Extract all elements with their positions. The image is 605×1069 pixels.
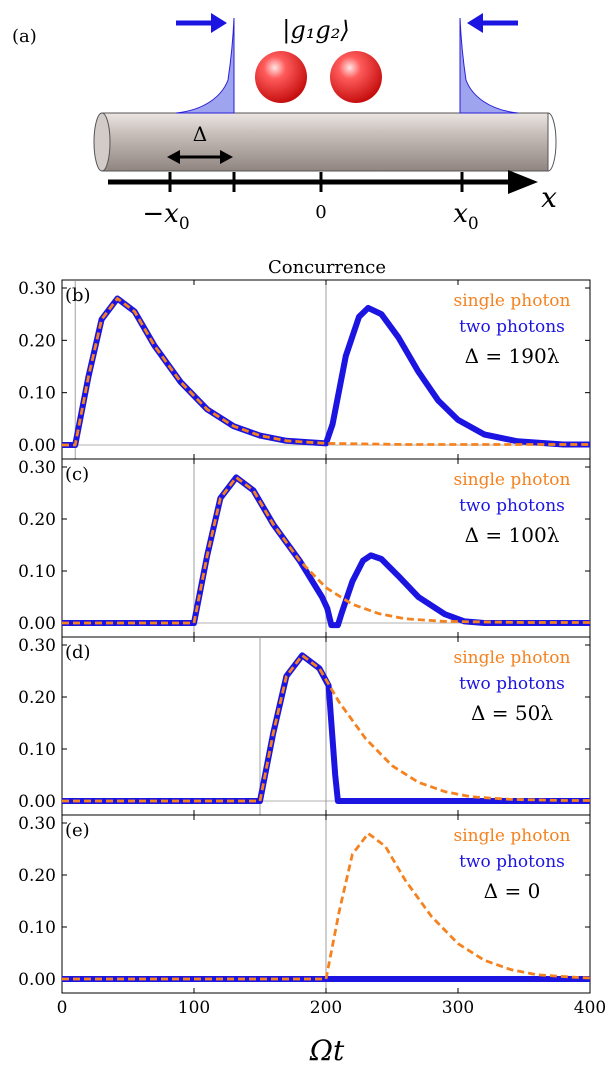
atom-1 <box>255 51 307 103</box>
x-tick-label: 100 <box>178 998 210 1018</box>
panel-label: (e) <box>65 820 90 841</box>
legend-single-photon: single photon <box>454 291 571 311</box>
legend-two-photons: two photons <box>459 496 565 516</box>
y-tick-label: 0.20 <box>18 331 56 351</box>
series-single-photon <box>62 297 590 447</box>
legend-single-photon: single photon <box>454 648 571 668</box>
y-tick-label: 0.30 <box>18 458 56 478</box>
tick-label-neg-x0: −x0 <box>142 199 189 234</box>
legend-single-photon: single photon <box>454 826 571 846</box>
left-photon-pulse <box>175 17 235 114</box>
legend-two-photons: two photons <box>459 674 565 694</box>
legend-single-photon: single photon <box>454 470 571 490</box>
y-tick-label: 0.10 <box>18 384 56 404</box>
concurrence-plots: 0.00 0.10 0.20 0.30 (b) single photon two phot… <box>18 279 605 1018</box>
y-tick-label: 0.00 <box>18 436 56 456</box>
legend-delta-value: Δ = 0 <box>484 879 541 903</box>
series-single-photon <box>62 476 590 625</box>
legend-delta-value: Δ = 50λ <box>471 701 553 725</box>
left-arrow-icon <box>467 13 518 33</box>
y-tick-label: 0.30 <box>18 279 56 299</box>
series-single-photon <box>62 654 590 803</box>
y-tick-label: 0.10 <box>18 562 56 582</box>
y-tick-label: 0.20 <box>18 510 56 530</box>
x-axis-title: Ωt <box>309 1034 345 1067</box>
legend-two-photons: two photons <box>459 852 565 872</box>
y-tick-label: 0.00 <box>18 970 56 990</box>
y-tick-label: 0.10 <box>18 740 56 760</box>
y-tick-label: 0.00 <box>18 792 56 812</box>
chart-title: Concurrence <box>268 257 386 278</box>
x-tick-label: 0 <box>57 998 68 1018</box>
y-tick-label: 0.20 <box>18 866 56 886</box>
right-arrow-icon <box>176 13 227 33</box>
state-label: |g₁g₂⟩ <box>282 16 349 45</box>
waveguide-tube <box>93 112 557 172</box>
y-tick-label: 0.00 <box>18 614 56 634</box>
panel-label-a: (a) <box>12 26 37 47</box>
x-axis-tick-labels: 0 100 200 300 400 <box>57 998 605 1018</box>
tick-label-zero: 0 <box>315 202 326 223</box>
legend-two-photons: two photons <box>459 317 565 337</box>
delta-double-arrow <box>167 150 233 164</box>
delta-label: Δ <box>193 122 207 146</box>
x-position-axis <box>108 170 538 194</box>
x-tick-label: 400 <box>574 998 605 1018</box>
chart-panel-c: 0.00 0.10 0.20 0.30 (c) single photon two phot… <box>18 458 591 638</box>
y-tick-label: 0.30 <box>18 636 56 656</box>
tick-label-pos-x0: x0 <box>453 199 479 234</box>
legend-delta-value: Δ = 100λ <box>465 523 560 547</box>
x-axis-label: x <box>541 181 557 214</box>
series-single-photon <box>62 832 591 981</box>
panel-label: (c) <box>65 464 89 485</box>
y-tick-label: 0.20 <box>18 688 56 708</box>
atom-2 <box>330 51 382 103</box>
y-tick-label: 0.10 <box>18 918 56 938</box>
chart-panel-b: 0.00 0.10 0.20 0.30 (b) single photon two phot… <box>18 279 591 460</box>
panel-label: (d) <box>65 642 91 663</box>
chart-panel-e: 0.00 0.10 0.20 0.30 (e) single photon two phot… <box>18 814 591 994</box>
panel-label: (b) <box>65 285 91 306</box>
x-tick-label: 300 <box>442 998 474 1018</box>
waveguide-schematic: (a) |g₁g₂⟩ Δ <box>12 13 557 234</box>
chart-panel-d: 0.00 0.10 0.20 0.30 (d) single photon two phot… <box>18 636 591 816</box>
right-photon-pulse <box>459 17 519 114</box>
legend-delta-value: Δ = 190λ <box>465 344 560 368</box>
x-tick-label: 200 <box>310 998 342 1018</box>
y-tick-label: 0.30 <box>18 814 56 834</box>
